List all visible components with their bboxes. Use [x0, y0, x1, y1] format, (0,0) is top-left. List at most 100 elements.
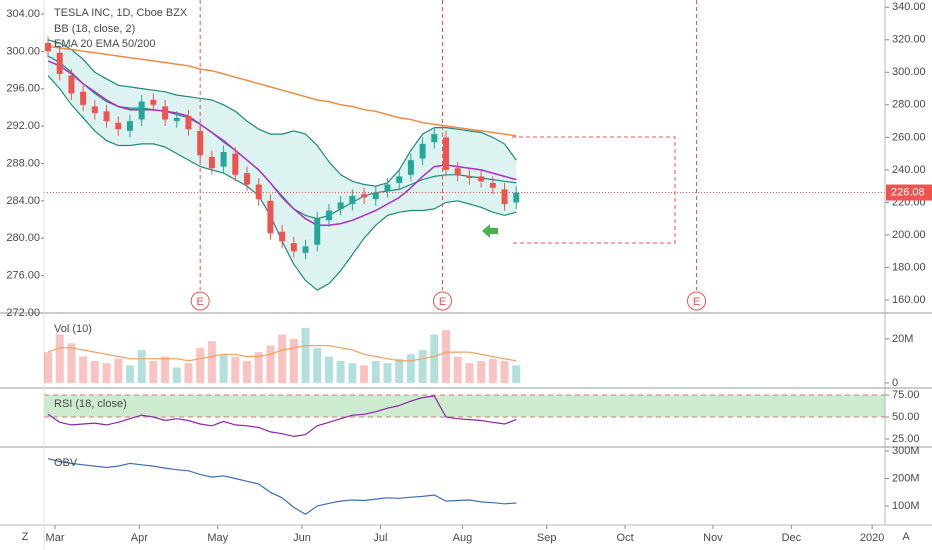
volume-bar [430, 334, 439, 383]
candle-body [255, 184, 262, 200]
volume-bar [102, 363, 111, 383]
x-tick-label: Mar [46, 532, 65, 544]
candle-body [150, 99, 157, 105]
candle-body [325, 210, 332, 221]
y-tick-label: 100M [892, 500, 920, 512]
volume-bar [184, 363, 193, 383]
x-tick-label: Aug [453, 532, 473, 544]
y-tick-label: 300M [892, 445, 920, 457]
ema-line [47, 45, 517, 137]
candle-body [173, 117, 180, 122]
y-tick-label: 284.00 [6, 195, 40, 207]
last-price-box [886, 184, 932, 201]
candle-body [279, 231, 286, 242]
volume-bar [79, 356, 88, 383]
candle-body [290, 243, 297, 252]
bb-basis-line [47, 55, 517, 220]
event-label: E [197, 296, 204, 308]
volume-bar [418, 349, 427, 383]
candle-body [162, 106, 169, 120]
event-label: E [693, 296, 700, 308]
volume-bar [254, 352, 263, 383]
event-badge [687, 291, 707, 311]
y-tick-label: 50.00 [892, 411, 920, 423]
volume-bar [383, 363, 392, 383]
y-tick-label: 292.00 [6, 120, 40, 132]
volume-bar [114, 358, 123, 383]
toolbar-button[interactable]: A [902, 531, 910, 543]
y-tick-label: 75.00 [892, 389, 920, 401]
candle-body [513, 192, 520, 203]
volume-bar [453, 356, 462, 383]
y-tick-label: 296.00 [6, 83, 40, 95]
candle-body [197, 130, 204, 156]
candle-body [396, 176, 403, 183]
volume-bar [196, 347, 205, 383]
volume-bar [395, 358, 404, 383]
volume-bar [324, 356, 333, 383]
arrow-marker [482, 224, 498, 238]
volume-bar [313, 347, 322, 383]
y-tick-label: 340.00 [892, 1, 926, 13]
volume-bar [161, 356, 170, 383]
volume-bar [90, 360, 99, 383]
candle-body [126, 121, 133, 131]
y-tick-label: 200M [892, 472, 920, 484]
y-tick-label: 280.00 [892, 99, 926, 111]
volume-bar [219, 354, 228, 383]
candle-body [489, 182, 496, 188]
candle-body [454, 168, 461, 175]
rsi-band [44, 394, 885, 417]
y-tick-label: 288.00 [6, 157, 40, 169]
volume-bar [266, 345, 275, 383]
candle-body [337, 202, 344, 209]
y-tick-label: 0 [892, 377, 898, 389]
x-tick-label: May [207, 532, 228, 544]
x-tick-label: Sep [537, 532, 557, 544]
candle-body [419, 143, 426, 159]
candle-body [185, 116, 192, 130]
volume-bar [488, 358, 497, 383]
obv-legend: OBV [54, 457, 78, 469]
bb-upper-line [47, 39, 517, 187]
candle-body [208, 156, 215, 169]
volume-bar [243, 360, 252, 383]
symbol-title: TESLA INC, 1D, Cboe BZX [54, 7, 188, 19]
y-tick-label: 276.00 [6, 270, 40, 282]
volume-bar [67, 343, 76, 383]
y-tick-label: 25.00 [892, 433, 920, 445]
x-tick-label: Nov [703, 532, 723, 544]
volume-bar [44, 352, 52, 383]
volume-bar [442, 330, 451, 383]
volume-bar [149, 360, 158, 383]
x-tick-label: Dec [782, 532, 802, 544]
volume-bar [512, 365, 521, 383]
y-tick-label: 304.00 [6, 8, 40, 20]
volume-bar [360, 365, 369, 383]
x-tick-label: Oct [617, 532, 634, 544]
forecast-box [512, 136, 676, 244]
candle-body [232, 153, 239, 175]
candle-body [103, 111, 110, 122]
candle-body [443, 137, 450, 170]
volume-bar [172, 367, 181, 383]
volume-bar [371, 360, 380, 383]
y-tick-label: 320.00 [892, 34, 926, 46]
toolbar-button[interactable]: Z [22, 531, 29, 543]
candle-body [372, 192, 379, 200]
y-tick-label: 280.00 [6, 232, 40, 244]
volume-bar [500, 360, 509, 383]
ema-legend: EMA 20 EMA 50/200 [54, 38, 156, 50]
y-tick-label: 160.00 [892, 294, 926, 306]
y-tick-label: 20M [892, 333, 913, 345]
candle-body [115, 122, 122, 130]
volume-bar [465, 363, 474, 383]
volume-bar [231, 356, 240, 383]
candle-body [45, 43, 51, 52]
volume-bar [336, 360, 345, 383]
volume-bar [125, 365, 134, 383]
x-tick-label: Jun [293, 532, 311, 544]
event-badge [190, 291, 210, 311]
candle-body [349, 195, 356, 205]
